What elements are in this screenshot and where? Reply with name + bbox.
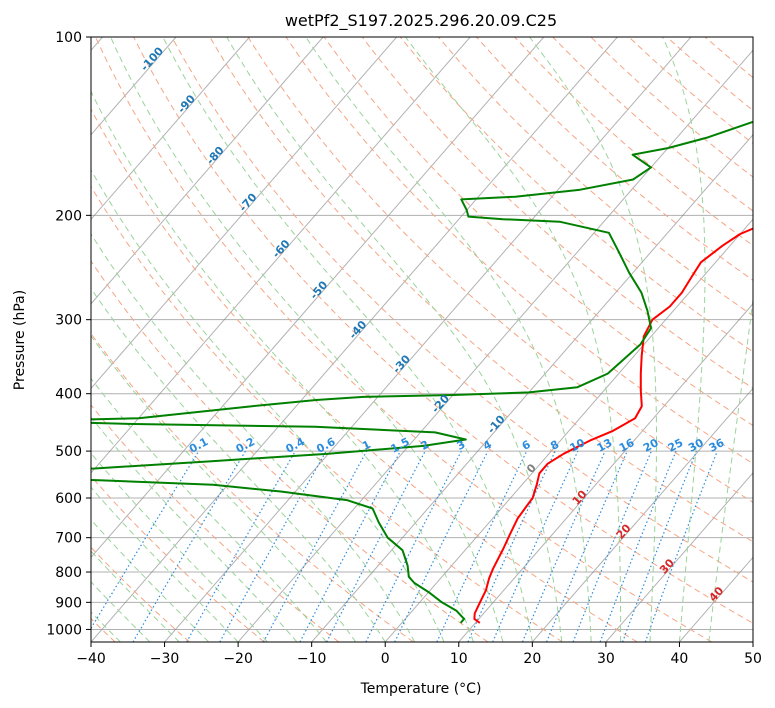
x-tick-label: 20: [523, 651, 541, 667]
y-tick-label: 300: [55, 313, 82, 329]
isotherm: [91, 37, 618, 642]
x-axis-label: Temperature (°C): [360, 681, 482, 697]
x-tick-label: −40: [76, 651, 106, 667]
dry-adiabat: [91, 546, 191, 642]
x-tick-label: 30: [597, 651, 615, 667]
mixing-ratio-line: [546, 450, 628, 642]
mixing-ratio-label: 25: [666, 436, 686, 455]
mixing-ratio-label: 30: [686, 436, 706, 455]
moist-adiabat: [91, 452, 268, 642]
isotherm: [91, 37, 250, 221]
mixing-ratio-line: [599, 450, 677, 642]
moist-adiabat: [405, 37, 622, 642]
mixing-ratio-line: [492, 450, 579, 642]
isotherm: [531, 387, 753, 642]
dry-adiabat: [247, 37, 753, 503]
dry-adiabat: [438, 37, 753, 317]
isotherm: [91, 37, 545, 559]
mixing-ratio-line: [644, 450, 718, 642]
chart-title: wetPf2_S197.2025.296.20.09.C25: [285, 11, 557, 31]
mixing-ratio-line: [521, 450, 606, 642]
mixing-ratio-label: 13: [595, 436, 615, 455]
moist-adiabat: [91, 90, 474, 642]
mixing-ratio-line: [622, 450, 698, 642]
isotherm: [384, 218, 753, 642]
x-tick-label: 50: [744, 651, 762, 667]
y-tick-label: 800: [55, 565, 82, 581]
series-lines: [91, 120, 753, 624]
mixing-ratio-label: 10: [568, 436, 588, 455]
x-tick-label: 0: [381, 651, 390, 667]
moist-adiabat: [91, 416, 298, 642]
mixing-ratio-line: [365, 450, 462, 642]
moist-adiabat: [305, 37, 592, 642]
x-tick-label: 40: [671, 651, 689, 667]
mixing-ratio-line: [394, 450, 489, 642]
y-tick-label: 200: [55, 208, 82, 224]
isotherm: [458, 303, 753, 642]
moist-adiabat: [91, 377, 327, 642]
y-tick-label: 100: [55, 30, 82, 46]
mixing-ratio-label: 16: [617, 436, 637, 455]
mixing-ratio-line: [572, 450, 652, 642]
dry-adiabat: [133, 37, 753, 624]
dry-adiabat: [285, 37, 753, 465]
axis-ticks: −40 −30 −20 −10 0 10 20 30 40 50 100 200 300 400 500 60…: [46, 30, 762, 667]
moist-adiabat: [529, 37, 657, 642]
y-tick-label: 700: [55, 531, 82, 547]
mixing-ratio-line: [91, 450, 200, 630]
moist-adiabat: [110, 37, 504, 642]
dry-adiabat: [91, 475, 265, 642]
y-tick-label: 400: [55, 387, 82, 403]
moist-adiabat: [162, 37, 533, 642]
moist-adiabat: [708, 295, 753, 642]
x-tick-label: 10: [450, 651, 468, 667]
x-tick-label: −10: [297, 651, 327, 667]
moist-adiabat: [91, 168, 445, 642]
y-tick-label: 1000: [46, 622, 82, 638]
moist-adiabat: [91, 233, 416, 642]
dewpoint-profile-line: [91, 120, 753, 624]
isotherm: [91, 37, 471, 474]
isotherm: [605, 472, 753, 642]
mixing-ratio-line: [299, 450, 401, 642]
dry-adiabat: [95, 37, 713, 642]
dry-adiabat: [171, 37, 753, 583]
plot-frame: [90, 36, 754, 643]
mixing-ratio-label: 20: [641, 436, 661, 455]
background-lines: [91, 37, 753, 642]
isotherm: [237, 49, 753, 642]
mixing-ratio-line: [262, 450, 368, 642]
moist-adiabat: [226, 37, 563, 642]
moist-adiabat: [91, 335, 357, 642]
dry-adiabat: [91, 185, 563, 642]
moist-adiabat: [662, 37, 706, 642]
isotherm: [91, 37, 398, 390]
dry-adiabat: [91, 260, 489, 642]
isotherm: [164, 37, 692, 642]
dry-adiabat: [209, 37, 753, 543]
y-tick-label: 500: [55, 444, 82, 460]
y-axis-label: Pressure (hPa): [12, 290, 28, 390]
moist-adiabat: [91, 287, 386, 642]
mixing-ratio-label: 36: [707, 436, 727, 455]
y-tick-label: 600: [55, 491, 82, 507]
x-tick-label: −20: [223, 651, 253, 667]
x-tick-label: −30: [150, 651, 180, 667]
y-tick-label: 900: [55, 595, 82, 611]
temperature-profile-line: [473, 227, 753, 624]
isotherm: [91, 37, 324, 305]
dry-adiabat: [91, 108, 638, 642]
dry-adiabat: [91, 404, 340, 642]
